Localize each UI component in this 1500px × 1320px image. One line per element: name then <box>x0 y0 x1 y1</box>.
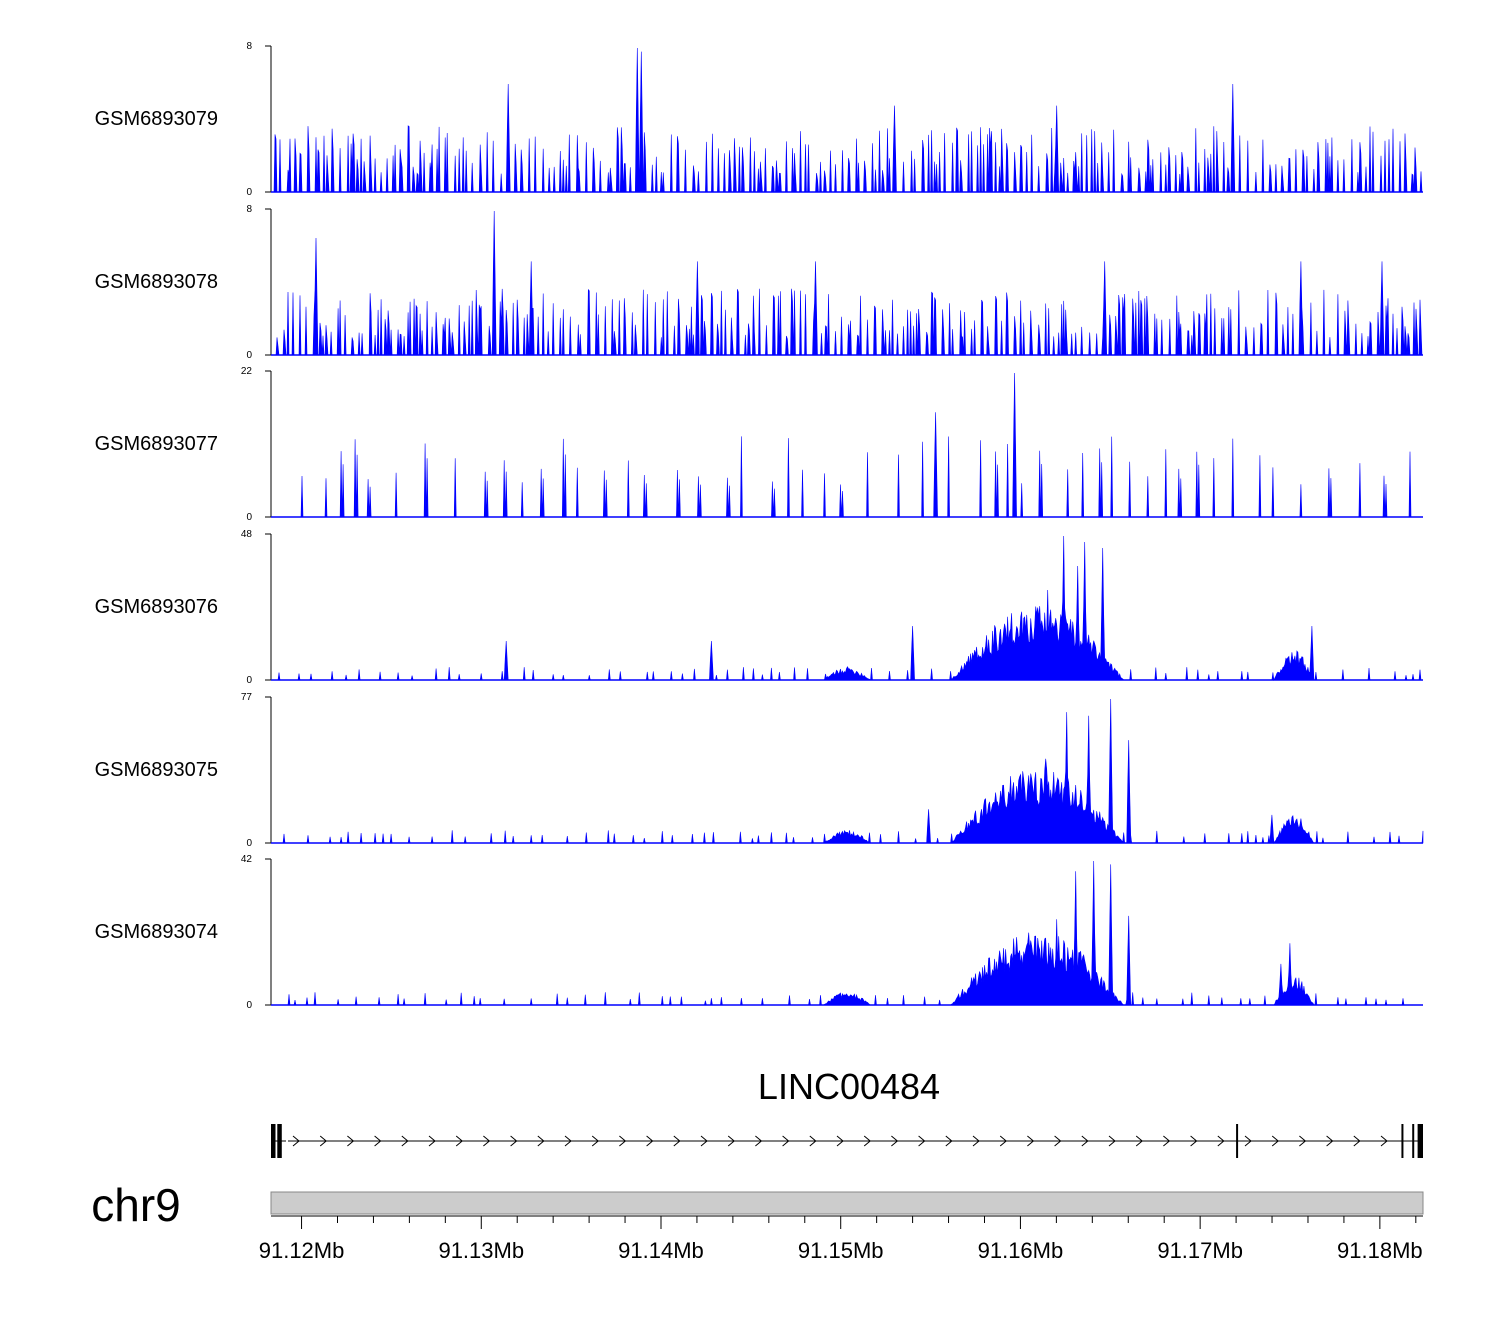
strand-arrow <box>646 1135 654 1147</box>
strand-arrow <box>1081 1135 1089 1147</box>
track-GSM6893077: GSM6893077 22 0 <box>95 366 1423 523</box>
y-axis-min-label: 0 <box>246 350 252 361</box>
track-label: GSM6893079 <box>95 108 218 130</box>
strand-arrow <box>455 1135 463 1147</box>
strand-arrow <box>1135 1135 1143 1147</box>
y-axis-max-label: 77 <box>241 692 253 703</box>
x-tick-label: 91.17Mb <box>1157 1238 1243 1263</box>
strand-arrow <box>863 1135 871 1147</box>
strand-arrow <box>564 1135 572 1147</box>
y-axis-min-label: 0 <box>246 675 252 686</box>
strand-arrow <box>945 1135 953 1147</box>
strand-arrow <box>1027 1135 1035 1147</box>
x-tick-label: 91.15Mb <box>798 1238 884 1263</box>
strand-arrow <box>292 1135 300 1147</box>
strand-arrow <box>1108 1135 1116 1147</box>
track-GSM6893079: GSM6893079 8 0 <box>95 41 1423 198</box>
strand-arrow <box>374 1135 382 1147</box>
y-axis-max-label: 42 <box>241 854 253 865</box>
strand-arrow <box>319 1135 327 1147</box>
strand-arrow <box>836 1135 844 1147</box>
strand-arrow <box>619 1135 627 1147</box>
strand-arrow <box>1380 1135 1388 1147</box>
strand-arrow <box>591 1135 599 1147</box>
strand-arrow <box>401 1135 409 1147</box>
strand-arrow <box>1054 1135 1062 1147</box>
track-GSM6893078: GSM6893078 8 0 <box>95 204 1423 361</box>
strand-arrow <box>755 1135 763 1147</box>
y-axis-max-label: 48 <box>241 529 253 540</box>
x-tick-label: 91.16Mb <box>978 1238 1064 1263</box>
x-tick-label: 91.18Mb <box>1337 1238 1423 1263</box>
strand-arrow <box>782 1135 790 1147</box>
chromosome-label: chr9 <box>91 1179 180 1231</box>
strand-arrow <box>347 1135 355 1147</box>
y-axis-max-label: 8 <box>246 41 252 52</box>
strand-arrow <box>727 1135 735 1147</box>
exon-gap <box>286 1125 288 1157</box>
strand-arrow <box>483 1135 491 1147</box>
gene-name-label: LINC00484 <box>758 1066 940 1107</box>
x-tick-label: 91.12Mb <box>259 1238 345 1263</box>
y-axis-max-label: 8 <box>246 204 252 215</box>
strand-arrow <box>1299 1135 1307 1147</box>
y-axis-max-label: 22 <box>241 366 253 377</box>
strand-arrow <box>1217 1135 1225 1147</box>
strand-arrow <box>673 1135 681 1147</box>
y-axis-min-label: 0 <box>246 512 252 523</box>
track-label: GSM6893078 <box>95 271 218 293</box>
coverage-area <box>271 210 1423 356</box>
strand-arrow <box>1326 1135 1334 1147</box>
chromosome-bar <box>270 1191 1424 1215</box>
strand-arrow <box>918 1135 926 1147</box>
genome-axis: 91.12Mb 91.13Mb 91.14Mb 91.15Mb 91.16Mb 91.17… <box>259 1215 1423 1263</box>
track-label: GSM6893074 <box>95 921 218 943</box>
strand-arrow <box>428 1135 436 1147</box>
gene-exon <box>271 1124 276 1158</box>
track-GSM6893075: GSM6893075 77 0 <box>95 692 1424 849</box>
coverage-area <box>271 47 1423 193</box>
gene-track: LINC00484 <box>271 1066 1423 1158</box>
strand-arrow <box>1353 1135 1361 1147</box>
coverage-area <box>271 698 1424 845</box>
x-tick-label: 91.13Mb <box>438 1238 524 1263</box>
y-axis-min-label: 0 <box>246 187 252 198</box>
gene-exon <box>277 1124 282 1158</box>
chromosome-track: chr9 <box>91 1179 1424 1231</box>
x-tick-label: 91.14Mb <box>618 1238 704 1263</box>
coverage-area <box>271 535 1423 682</box>
strand-arrow <box>510 1135 518 1147</box>
strand-arrow <box>537 1135 545 1147</box>
strand-arrow <box>700 1135 708 1147</box>
track-label: GSM6893076 <box>95 596 218 618</box>
strand-arrow <box>1271 1135 1279 1147</box>
strand-arrow <box>999 1135 1007 1147</box>
track-label: GSM6893077 <box>95 433 218 455</box>
gene-exon <box>1236 1124 1239 1158</box>
gene-exon <box>1401 1124 1404 1158</box>
track-label: GSM6893075 <box>95 759 218 781</box>
strand-arrow <box>1244 1135 1252 1147</box>
coverage-area <box>271 860 1423 1006</box>
track-GSM6893074: GSM6893074 42 0 <box>95 854 1423 1011</box>
strand-arrow <box>891 1135 899 1147</box>
gene-exon <box>1417 1124 1423 1158</box>
strand-arrow <box>809 1135 817 1147</box>
strand-arrow <box>1190 1135 1198 1147</box>
strand-arrow <box>972 1135 980 1147</box>
strand-arrow <box>1163 1135 1171 1147</box>
track-GSM6893076: GSM6893076 48 0 <box>95 529 1423 686</box>
y-axis-min-label: 0 <box>246 838 252 849</box>
coverage-area <box>271 372 1423 518</box>
gene-exon <box>1412 1124 1415 1158</box>
y-axis-min-label: 0 <box>246 1000 252 1011</box>
